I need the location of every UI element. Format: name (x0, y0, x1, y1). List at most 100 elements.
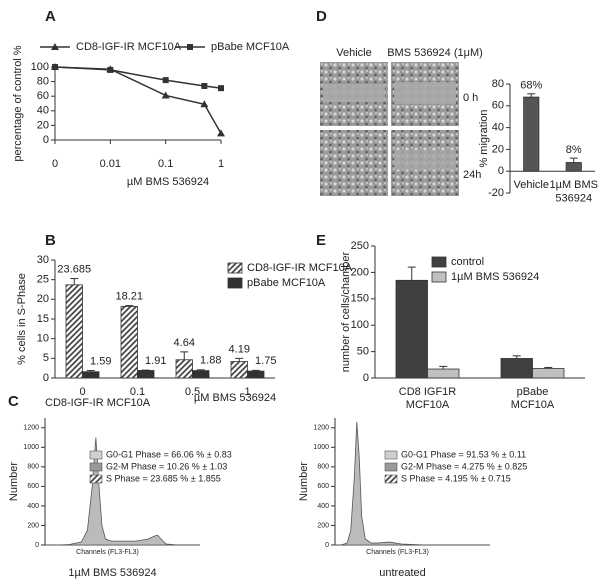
legend-swatch (431, 271, 447, 283)
panel-label: E (316, 232, 326, 249)
marker (51, 43, 59, 50)
y-tick-label: 200 (27, 522, 39, 529)
y-tick-label: 60 (37, 90, 49, 102)
x-tick-label: 0.5 (185, 386, 200, 398)
marker (218, 85, 224, 92)
y-tick-label: 15 (37, 313, 49, 325)
marker (107, 66, 114, 73)
y-tick-label: 0 (363, 372, 369, 384)
legend-swatch (431, 256, 447, 268)
bar (230, 361, 248, 379)
y-tick-label: 0 (43, 134, 49, 146)
x-tick-label: pBabe MCF10A (511, 386, 555, 411)
legend-label: 1µM BMS 536924 (451, 271, 539, 283)
bar (137, 370, 155, 379)
y-tick-label: 800 (27, 464, 39, 471)
y-tick-label: 60 (492, 100, 504, 112)
legend-label: S Phase = 23.685 % ± 1.855 (106, 473, 221, 483)
marker (162, 77, 169, 84)
caption: untreated (379, 567, 425, 579)
x-tick-label: Vehicle (514, 179, 549, 191)
y-tick-label: 20 (492, 143, 504, 155)
wound-gap (394, 82, 456, 104)
chart-title: CD8-IGF-IR MCF10A (45, 397, 151, 409)
image-row-label: 24h (463, 169, 481, 181)
legend-label: pBabe MCF10A (247, 277, 326, 289)
marker (201, 82, 208, 89)
panel-label: D (316, 8, 327, 25)
bar (65, 284, 83, 379)
y-axis-label: percentage of control % (12, 45, 24, 161)
y-tick-label: 250 (351, 240, 369, 252)
legend-label: CD8-IGF-IR MCF10A (76, 41, 182, 53)
bar (82, 371, 100, 379)
y-tick-label: 0 (325, 542, 329, 549)
x-tick-label: 1 (244, 386, 250, 398)
data-label: 18.21 (115, 290, 143, 302)
bar (120, 305, 138, 379)
panel-label: C (8, 393, 19, 410)
data-label: 68% (520, 80, 542, 92)
x-axis-label: Channels (FL3-FL3) (76, 549, 139, 556)
legend-label: control (451, 256, 484, 268)
y-axis-label: % migration (478, 109, 490, 167)
y-tick-label: 1000 (313, 444, 329, 451)
legend-swatch (89, 450, 103, 460)
y-tick-label: 25 (37, 274, 49, 286)
x-axis-label: µM BMS 536924 (127, 176, 209, 188)
line (54, 66, 222, 134)
panel-label: A (45, 8, 56, 25)
y-tick-label: 0 (43, 372, 49, 384)
legend-swatch (89, 462, 103, 472)
y-tick-label: 400 (27, 503, 39, 510)
migration-images: Vehicle BMS 536924 (1μM) 0 h 24h (320, 47, 483, 196)
y-tick-label: 0 (35, 542, 39, 549)
y-tick-label: 1000 (23, 444, 39, 451)
legend-swatch (89, 474, 103, 484)
legend-label: G0-G1 Phase = 91.53 % ± 0.11 (401, 449, 526, 459)
micrograph (320, 130, 388, 196)
x-tick-label: 0.01 (100, 158, 121, 170)
y-tick-label: 400 (317, 503, 329, 510)
x-tick-label: 0.1 (158, 158, 173, 170)
x-tick-label: CD8 IGF1R MCF10A (399, 386, 457, 411)
caption: 1µM BMS 536924 (68, 567, 156, 579)
histogram-area (45, 437, 200, 546)
y-tick-label: 100 (351, 319, 369, 331)
x-tick-label: 1 (218, 158, 224, 170)
y-tick-label: 0 (498, 165, 504, 177)
y-tick-label: 200 (351, 266, 369, 278)
y-tick-label: 5 (43, 352, 49, 364)
bar (427, 368, 460, 379)
x-tick-label: 1µM BMS 536924 (549, 179, 598, 204)
y-tick-label: 150 (351, 293, 369, 305)
data-label: 1.59 (90, 355, 111, 367)
x-tick-label: 0 (52, 158, 58, 170)
y-tick-label: 80 (37, 76, 49, 88)
data-label: 1.91 (145, 355, 166, 367)
image-row-label: 0 h (463, 92, 478, 104)
data-label: 1.75 (255, 355, 276, 367)
x-axis-label: µM BMS 536924 (194, 392, 276, 404)
legend-label: G2-M Phase = 10.26 % ± 1.03 (106, 461, 227, 471)
data-label: 4.19 (229, 343, 250, 355)
legend-label: G2-M Phase = 4.275 % ± 0.825 (401, 461, 527, 471)
y-tick-label: 600 (27, 483, 39, 490)
data-label: 4.64 (174, 337, 195, 349)
bar (175, 359, 193, 379)
bar (247, 370, 265, 379)
legend-label: S Phase = 4.195 % ± 0.715 (401, 473, 511, 483)
bar (523, 96, 540, 172)
y-tick-label: 1200 (23, 425, 39, 432)
marker (187, 44, 193, 50)
legend-label: pBabe MCF10A (211, 41, 290, 53)
y-tick-label: 80 (492, 78, 504, 90)
data-label: 23.685 (57, 263, 91, 275)
bar (395, 279, 428, 379)
y-tick-label: 1200 (313, 425, 329, 432)
legend-label: CD8-IGF-IR MCF10A (247, 262, 353, 274)
panel-label: B (45, 232, 56, 249)
y-tick-label: -20 (488, 187, 504, 199)
bar (532, 368, 565, 379)
x-tick-label: 0.1 (130, 386, 145, 398)
